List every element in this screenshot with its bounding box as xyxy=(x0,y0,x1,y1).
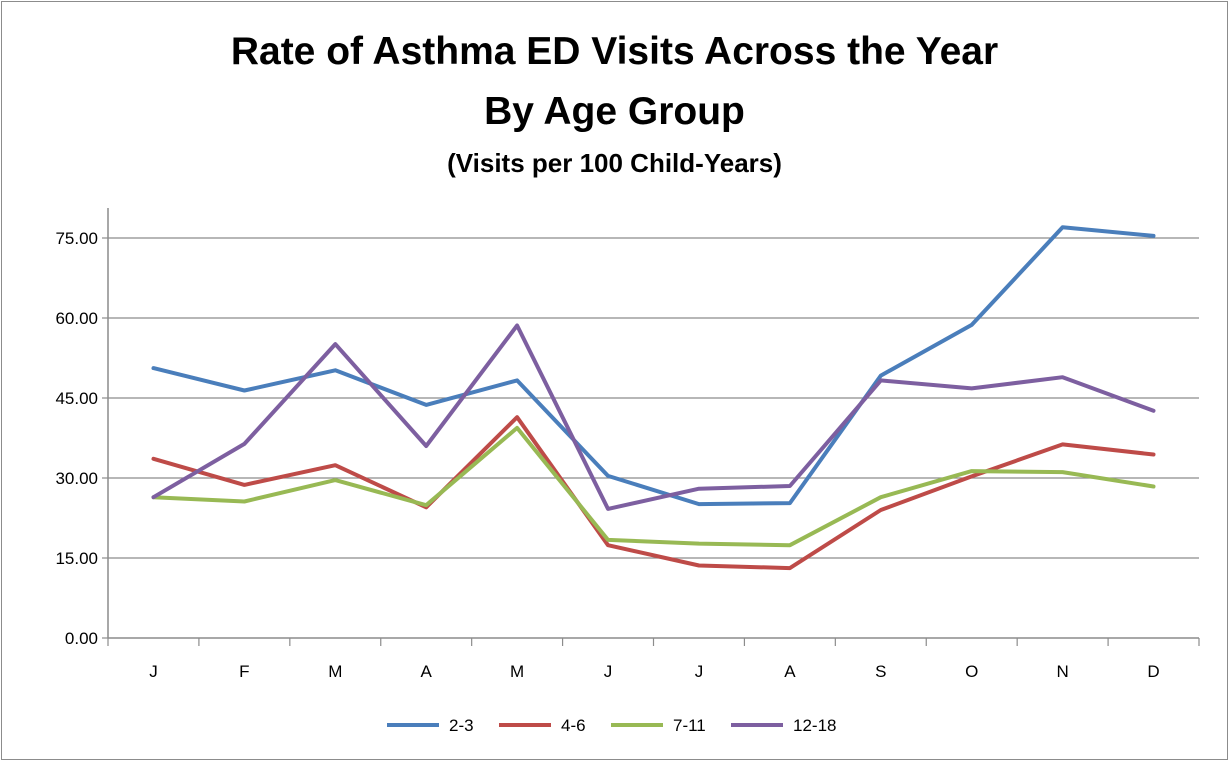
x-tick-label: S xyxy=(875,662,886,681)
x-tick-label: J xyxy=(149,662,158,681)
y-tick-label: 75.00 xyxy=(55,229,98,248)
series-line-12-18 xyxy=(151,323,1156,511)
x-tick-label: F xyxy=(239,662,249,681)
y-tick-label: 15.00 xyxy=(55,549,98,568)
x-tick-label: O xyxy=(965,662,978,681)
series-line-2-3 xyxy=(151,225,1156,507)
legend-label: 12-18 xyxy=(793,716,836,735)
chart-title: Rate of Asthma ED Visits Across the Year xyxy=(230,30,999,73)
legend-label: 4-6 xyxy=(561,716,586,735)
series-line-4-6 xyxy=(151,415,1156,571)
legend-label: 7-11 xyxy=(673,716,706,735)
chart-subtitle: By Age Group xyxy=(484,90,745,133)
legend-label: 2-3 xyxy=(449,716,474,735)
x-tick-label: J xyxy=(695,662,704,681)
y-tick-label: 60.00 xyxy=(55,309,98,328)
x-tick-label: D xyxy=(1147,662,1159,681)
x-tick-label: M xyxy=(510,662,524,681)
x-tick-label: M xyxy=(328,662,342,681)
y-tick-label: 30.00 xyxy=(55,469,98,488)
x-tick-label: N xyxy=(1056,662,1068,681)
y-tick-label: 0.00 xyxy=(65,629,98,648)
series-line-7-11 xyxy=(151,425,1156,548)
x-tick-label: J xyxy=(604,662,613,681)
x-tick-label: A xyxy=(421,662,433,681)
x-tick-label: A xyxy=(784,662,796,681)
y-tick-label: 45.00 xyxy=(55,389,98,408)
chart-units-subtitle: (Visits per 100 Child-Years) xyxy=(447,148,782,178)
